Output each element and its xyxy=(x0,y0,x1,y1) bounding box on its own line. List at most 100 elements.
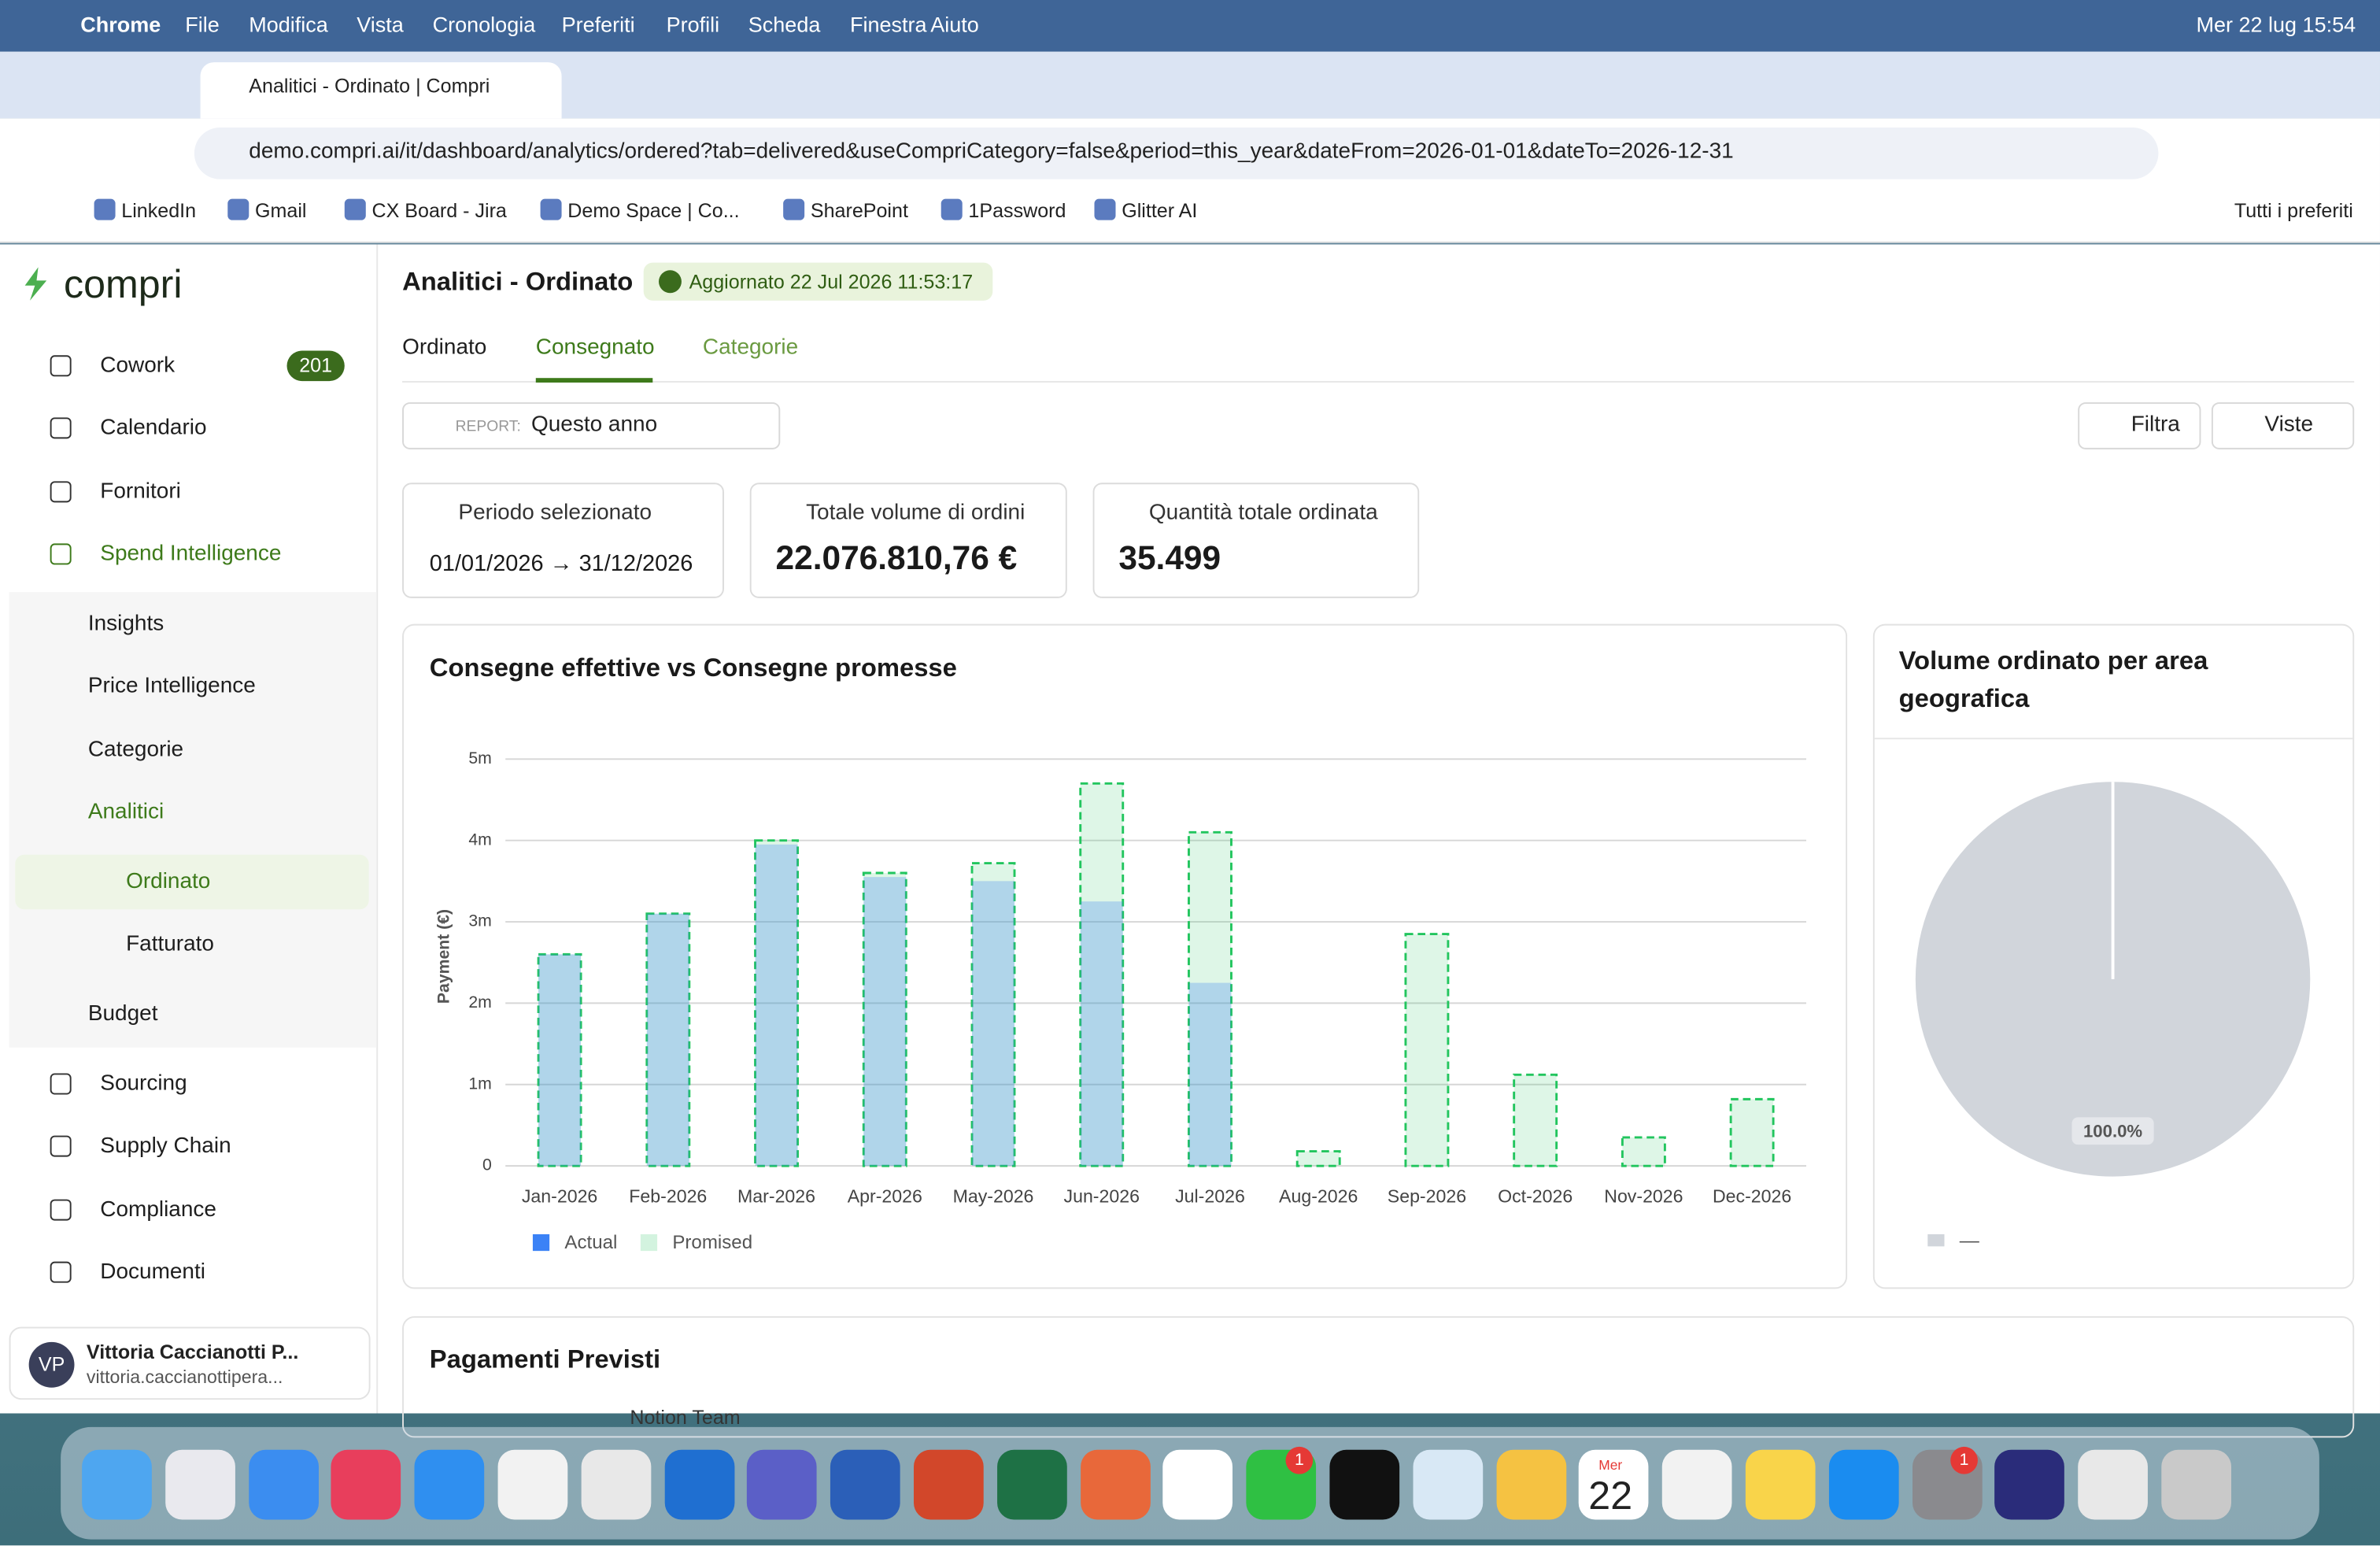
updated: Aggiornato 22 Jul 2026 11:53:17 xyxy=(689,270,974,294)
sidebar-item[interactable]: Supply Chain xyxy=(100,1134,231,1159)
dock-icon[interactable] xyxy=(164,1449,235,1520)
selected-item xyxy=(15,854,369,910)
x-tick-label: Jul-2026 xyxy=(1175,1186,1245,1207)
sidebar-item[interactable]: Sourcing xyxy=(100,1071,187,1097)
x-tick-label: Jan-2026 xyxy=(522,1186,597,1207)
dock-icon[interactable] xyxy=(913,1449,984,1520)
dock-icon[interactable] xyxy=(1080,1449,1151,1520)
tab[interactable]: Ordinato xyxy=(402,335,487,361)
sidebar-item[interactable]: Cowork xyxy=(100,353,176,379)
x-tick-label: Feb-2026 xyxy=(629,1186,707,1207)
dock-icon[interactable] xyxy=(1745,1449,1816,1520)
dock-icon[interactable] xyxy=(663,1449,734,1520)
y-tick-label: 0 xyxy=(482,1156,492,1174)
dock-icon[interactable] xyxy=(1828,1449,1899,1520)
dock-icon[interactable] xyxy=(331,1449,401,1520)
dock-icon[interactable] xyxy=(747,1449,818,1520)
kpi-card xyxy=(1092,483,1420,598)
tab-title[interactable]: Analitici - Ordinato | Compri xyxy=(249,74,490,98)
menu-item[interactable]: Chrome xyxy=(80,12,161,37)
sidebar-item[interactable]: Insights xyxy=(87,612,164,637)
promised-bar xyxy=(645,912,691,1167)
calendar-day: Mer xyxy=(1598,1457,1623,1473)
bookmark[interactable]: Demo Space | Co... xyxy=(567,198,740,222)
sidebar-item[interactable]: Categorie xyxy=(87,738,184,763)
sidebar-item[interactable]: Documenti xyxy=(100,1259,205,1285)
tab[interactable]: Categorie xyxy=(702,335,799,361)
calendar-date: 22 xyxy=(1588,1472,1633,1518)
sidebar-item[interactable]: Fornitori xyxy=(100,479,181,505)
tab[interactable]: Consegnato xyxy=(535,335,655,361)
user-name: Vittoria Caccianotti P... xyxy=(86,1340,299,1363)
promised-bar xyxy=(537,952,582,1167)
tab-underline xyxy=(535,378,653,383)
url[interactable]: demo.compri.ai/it/dashboard/analytics/or… xyxy=(249,139,1734,165)
dock-icon[interactable] xyxy=(2161,1449,2231,1520)
sidebar-item[interactable]: Fatturato xyxy=(126,932,214,956)
dock-icon[interactable] xyxy=(248,1449,319,1520)
menu-item[interactable]: File xyxy=(185,12,220,37)
bookmark[interactable]: LinkedIn xyxy=(121,198,197,222)
button[interactable]: Filtra xyxy=(2131,412,2180,438)
sidebar-item[interactable]: Analitici xyxy=(87,800,164,825)
button[interactable]: Viste xyxy=(2264,412,2314,438)
y-tick-label: 2m xyxy=(468,993,491,1012)
menu-item[interactable]: Vista xyxy=(357,12,404,37)
menu-item[interactable]: Cronologia xyxy=(432,12,536,37)
dock-icon[interactable] xyxy=(830,1449,901,1520)
value-label: 100.0% xyxy=(2083,1122,2142,1141)
bookmark[interactable]: 1Password xyxy=(968,198,1066,222)
promised-bar xyxy=(1729,1097,1775,1167)
sidebar-item[interactable]: Ordinato xyxy=(126,870,211,894)
report-select[interactable] xyxy=(402,402,781,449)
address-bar[interactable] xyxy=(194,127,2159,179)
menu-item[interactable]: Finestra xyxy=(849,12,927,37)
bookmark-icon xyxy=(783,198,805,220)
dock-icon[interactable] xyxy=(1413,1449,1483,1520)
dock-icon[interactable] xyxy=(1994,1449,2065,1520)
menu-item[interactable]: Aiuto xyxy=(930,12,979,37)
active-tab[interactable] xyxy=(200,62,562,119)
dock-icon[interactable] xyxy=(581,1449,651,1520)
section-title: Pagamenti Previsti xyxy=(429,1344,661,1374)
sidebar-item[interactable]: Spend Intelligence xyxy=(100,542,282,567)
dock-icon[interactable] xyxy=(497,1449,568,1520)
promised-bar xyxy=(1079,782,1125,1167)
menu-item[interactable]: Profili xyxy=(666,12,720,37)
dock-icon[interactable] xyxy=(1579,1449,1650,1520)
actual-bar xyxy=(646,913,689,1167)
filter-button[interactable] xyxy=(2078,402,2201,449)
bookmark-icon xyxy=(344,198,366,220)
dock-icon[interactable] xyxy=(82,1449,152,1520)
sidebar-item[interactable]: Compliance xyxy=(100,1197,216,1222)
dock-icon[interactable] xyxy=(414,1449,485,1520)
menu-item[interactable]: Modifica xyxy=(249,12,328,37)
bookmark[interactable]: SharePoint xyxy=(810,198,908,222)
dock-icon[interactable] xyxy=(1163,1449,1233,1520)
bookmark[interactable]: Glitter AI xyxy=(1122,198,1198,222)
views-button[interactable] xyxy=(2211,402,2355,449)
bookmarks-folder[interactable]: Tutti i preferiti xyxy=(2234,198,2353,222)
menu-item[interactable]: Scheda xyxy=(748,12,821,37)
report-value: Questo anno xyxy=(530,412,658,438)
kpi-value: 22.076.810,76 € xyxy=(775,538,1018,577)
sidebar-item[interactable]: Budget xyxy=(87,1001,158,1026)
promised-bar xyxy=(1513,1073,1558,1167)
updated-dot xyxy=(658,270,682,294)
bookmark[interactable]: CX Board - Jira xyxy=(371,198,507,222)
dock-icon[interactable] xyxy=(996,1449,1067,1520)
dock-icon[interactable] xyxy=(2078,1449,2149,1520)
dock-icon[interactable] xyxy=(1329,1449,1400,1520)
dock-icon[interactable] xyxy=(1495,1449,1566,1520)
sidebar-icon xyxy=(50,1135,72,1157)
bookmark[interactable]: Gmail xyxy=(254,198,307,222)
chart-title: Consegne effettive vs Consegne promesse xyxy=(430,653,957,682)
sidebar-item[interactable]: Price Intelligence xyxy=(87,674,256,699)
sidebar-item[interactable]: Calendario xyxy=(100,416,207,441)
submenu-bg xyxy=(9,592,377,1048)
bookmark-icon xyxy=(227,198,249,220)
menu-item[interactable]: Preferiti xyxy=(561,12,635,37)
dock-icon[interactable] xyxy=(1662,1449,1732,1520)
